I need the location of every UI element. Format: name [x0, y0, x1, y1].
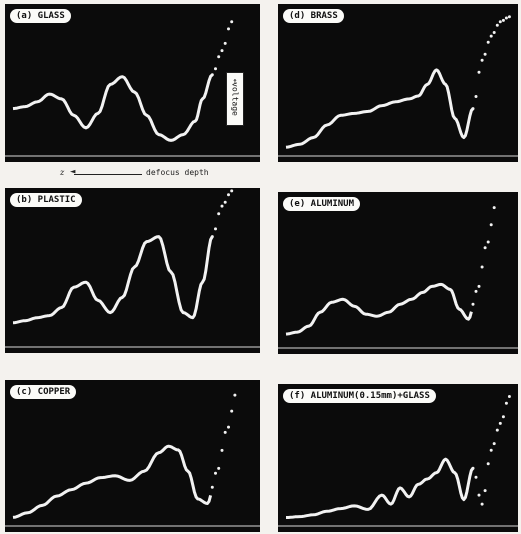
plot-area	[278, 206, 518, 349]
trace-point	[483, 246, 487, 250]
trace-point	[504, 16, 508, 20]
trace-point	[477, 493, 481, 497]
x-axis-variable: z	[60, 168, 65, 177]
trace-point	[489, 34, 493, 38]
trace-point	[230, 189, 234, 193]
trace-line	[12, 235, 214, 325]
trace-point	[214, 67, 217, 71]
trace-point	[230, 20, 234, 24]
trace-point	[480, 502, 484, 506]
trace-point	[471, 107, 475, 111]
trace-point	[492, 206, 496, 210]
trace-point	[492, 442, 496, 446]
y-axis-label: voltage	[230, 82, 240, 116]
trace-line	[12, 73, 214, 142]
plot-area	[278, 15, 518, 157]
trace-point	[489, 223, 493, 227]
trace-point	[471, 302, 475, 306]
trace-point	[477, 70, 481, 74]
plot-area	[278, 395, 518, 527]
trace-line	[12, 444, 213, 519]
trace-point	[220, 204, 224, 208]
trace-point	[477, 284, 481, 288]
trace-line	[286, 457, 475, 519]
trace-point	[233, 393, 237, 397]
trace-point	[501, 415, 505, 419]
plot-area	[5, 189, 260, 348]
trace-point	[486, 240, 490, 244]
trace-point	[489, 448, 493, 452]
trace-point	[223, 200, 227, 204]
plot-area	[5, 393, 260, 527]
panel-label-d: (d) BRASS	[283, 9, 344, 23]
trace-point	[210, 485, 214, 489]
trace-point	[501, 18, 505, 22]
trace-point	[474, 289, 478, 293]
panel-label-f: (f) ALUMINUM(0.15mm)+GLASS	[283, 389, 436, 403]
trace-point	[498, 20, 502, 24]
trace-point	[480, 265, 484, 269]
trace-point	[495, 428, 499, 432]
trace-point	[227, 425, 230, 429]
trace-point	[495, 23, 499, 27]
x-axis-arrow-icon: ◄	[70, 167, 76, 177]
panel-f: (f) ALUMINUM(0.15mm)+GLASS	[278, 384, 518, 532]
trace-point	[474, 475, 478, 479]
panel-label-b: (b) PLASTIC	[10, 193, 82, 207]
trace-point	[507, 395, 511, 398]
panel-label-c: (c) COPPER	[10, 385, 77, 399]
trace-point	[227, 27, 230, 31]
x-axis-annotation: z ◄ defocus depth	[60, 167, 260, 180]
panel-b: (b) PLASTIC	[5, 188, 260, 353]
panel-label-a: (a) GLASS	[10, 9, 71, 23]
trace-point	[498, 421, 502, 425]
trace-point	[471, 466, 475, 470]
x-axis-arrow-line	[74, 174, 142, 175]
trace-point	[220, 448, 224, 452]
panel-a: (a) GLASS ↑ voltage	[5, 4, 260, 162]
trace-point	[480, 58, 484, 62]
trace-point	[223, 430, 227, 434]
trace-point	[210, 235, 214, 239]
panel-d: (d) BRASS	[278, 4, 518, 162]
trace-point	[230, 409, 234, 413]
panel-label-e: (e) ALUMINUM	[283, 197, 361, 211]
trace-point	[214, 227, 217, 231]
trace-point	[483, 52, 487, 56]
y-axis-arrow-icon: ↑	[232, 77, 238, 87]
trace-line	[285, 282, 473, 336]
x-axis-label: defocus depth	[146, 168, 209, 177]
trace-point	[217, 55, 221, 59]
trace-point	[217, 212, 221, 216]
trace-point	[486, 40, 490, 44]
plot-area	[5, 20, 260, 157]
trace-point	[474, 95, 478, 98]
trace-line	[285, 68, 475, 149]
trace-point	[220, 49, 224, 53]
trace-point	[227, 193, 230, 197]
trace-point	[507, 15, 511, 19]
trace-point	[210, 73, 214, 77]
panel-e: (e) ALUMINUM	[278, 192, 518, 354]
trace-point	[223, 41, 227, 45]
panel-c: (c) COPPER	[5, 380, 260, 532]
trace-point	[486, 462, 490, 466]
trace-point	[492, 31, 496, 34]
trace-point	[504, 401, 508, 405]
trace-point	[217, 466, 221, 470]
trace-point	[483, 489, 487, 493]
y-axis-label-box: ↑ voltage	[226, 72, 244, 126]
trace-point	[214, 471, 217, 475]
